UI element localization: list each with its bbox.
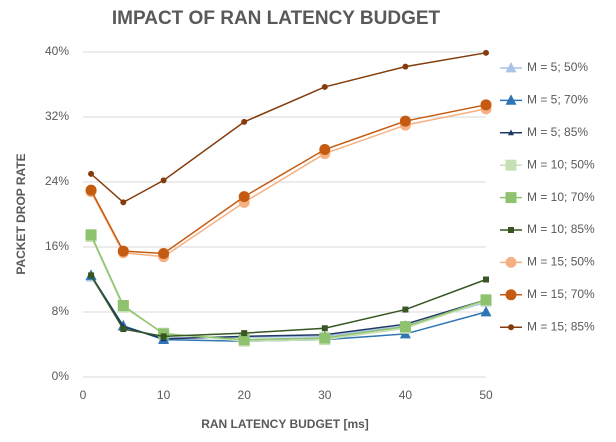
x-tick-label: 20 [238, 388, 252, 402]
legend-marker [505, 94, 517, 105]
legend-label: M = 15; 70% [527, 287, 595, 301]
legend-marker [505, 159, 517, 171]
legend-marker [508, 324, 514, 331]
y-tick-label: 40% [45, 44, 69, 58]
legend-label: M = 10; 70% [527, 190, 595, 204]
marker [480, 99, 492, 111]
legend-label: M = 5; 50% [527, 60, 588, 74]
legend-label: M = 15; 50% [527, 255, 595, 269]
marker [480, 305, 492, 317]
marker [120, 199, 127, 206]
marker [85, 184, 97, 196]
marker [117, 245, 129, 257]
legend-label: M = 10; 50% [527, 157, 595, 171]
marker [319, 144, 331, 155]
marker [160, 177, 167, 184]
legend-label: M = 15; 85% [527, 319, 595, 333]
marker [238, 191, 250, 203]
x-tick-label: 10 [157, 388, 171, 402]
chart-title: IMPACT OF RAN LATENCY BUDGET [112, 8, 441, 29]
series-line [90, 52, 487, 204]
legend-marker [508, 129, 514, 136]
legend-label: M = 10; 85% [527, 222, 595, 236]
marker [238, 334, 250, 346]
marker [241, 118, 248, 125]
y-axis-label: PACKET DROP RATE [14, 153, 28, 274]
marker [158, 248, 170, 259]
marker [483, 276, 489, 283]
marker [85, 229, 97, 241]
marker [88, 272, 95, 279]
y-tick-label: 16% [45, 239, 69, 253]
marker [319, 332, 331, 344]
y-tick-label: 8% [52, 304, 70, 318]
x-tick-label: 40 [399, 388, 413, 402]
series-line [90, 275, 487, 340]
legend-label: M = 5; 70% [527, 93, 588, 107]
marker [321, 325, 328, 332]
marker [402, 63, 409, 70]
x-tick-label: 50 [479, 388, 493, 402]
marker [160, 333, 167, 340]
series-line [90, 104, 487, 255]
x-tick-label: 0 [80, 388, 87, 402]
y-tick-label: 0% [52, 369, 70, 383]
legend-marker [505, 256, 517, 268]
series-line [90, 275, 487, 338]
marker [321, 83, 328, 90]
series-line [90, 275, 487, 343]
marker [399, 115, 411, 127]
legend-marker [508, 227, 514, 233]
series-line [90, 234, 487, 341]
x-axis-label: RAN LATENCY BUDGET [ms] [201, 417, 369, 431]
marker [483, 49, 489, 56]
marker [399, 321, 411, 333]
marker [241, 330, 248, 337]
marker [117, 300, 129, 311]
legend-label: M = 5; 85% [527, 125, 588, 139]
marker [88, 170, 95, 177]
legend-marker [505, 61, 517, 73]
series-line [90, 108, 487, 258]
marker [480, 294, 492, 306]
marker [402, 306, 409, 313]
y-tick-label: 32% [45, 109, 69, 123]
x-tick-label: 30 [318, 388, 332, 402]
y-tick-label: 24% [45, 174, 69, 188]
legend-marker [505, 192, 517, 204]
marker [120, 326, 127, 333]
legend-marker [505, 289, 517, 301]
